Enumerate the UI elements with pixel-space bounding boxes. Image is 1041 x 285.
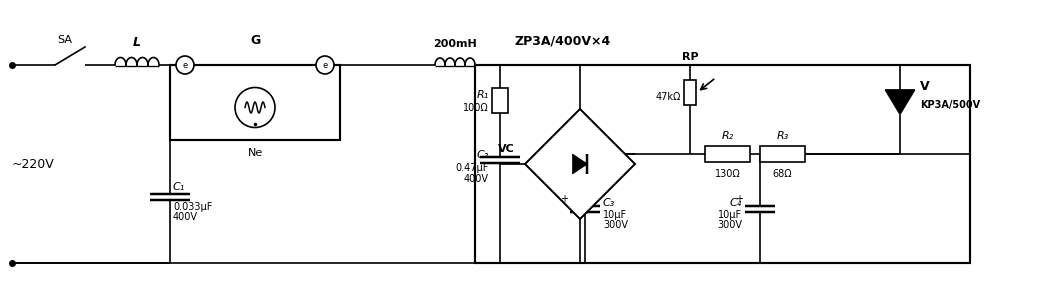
Text: R₃: R₃ — [777, 131, 789, 141]
Text: C₄: C₄ — [730, 198, 742, 209]
Text: SA: SA — [57, 35, 73, 45]
Text: VC: VC — [499, 144, 515, 154]
Text: V: V — [920, 80, 930, 93]
Text: RP: RP — [682, 52, 699, 62]
Text: KP3A/500V: KP3A/500V — [920, 100, 981, 110]
Text: 10μF: 10μF — [718, 209, 742, 219]
Polygon shape — [573, 154, 587, 174]
Text: R₂: R₂ — [721, 131, 734, 141]
Text: 47kΩ: 47kΩ — [656, 93, 681, 103]
Text: R₁: R₁ — [477, 90, 489, 100]
Text: L: L — [133, 36, 141, 49]
Text: 130Ω: 130Ω — [714, 169, 740, 179]
Bar — [170, 65, 340, 140]
Text: 400V: 400V — [464, 174, 489, 184]
Bar — [705, 146, 750, 162]
Text: e: e — [323, 60, 328, 70]
Text: ~220V: ~220V — [12, 158, 55, 170]
Polygon shape — [525, 109, 635, 219]
Text: 100Ω: 100Ω — [463, 103, 489, 113]
Text: ZP3A/400V×4: ZP3A/400V×4 — [515, 34, 611, 47]
Text: G: G — [250, 34, 260, 47]
Text: 10μF: 10μF — [603, 209, 627, 219]
Text: 0.033μF: 0.033μF — [173, 201, 212, 211]
Bar — [760, 146, 805, 162]
Circle shape — [316, 56, 334, 74]
Text: +: + — [735, 194, 743, 203]
Circle shape — [176, 56, 194, 74]
Bar — [475, 65, 970, 263]
Bar — [684, 80, 696, 105]
Circle shape — [235, 87, 275, 127]
Text: +: + — [560, 194, 568, 203]
Polygon shape — [885, 90, 915, 115]
Text: e: e — [182, 60, 187, 70]
Text: 0.47μF: 0.47μF — [456, 163, 489, 173]
Text: 300V: 300V — [603, 221, 628, 231]
Text: C₁: C₁ — [173, 182, 185, 192]
Text: 200mH: 200mH — [433, 39, 477, 49]
Text: Ne: Ne — [248, 148, 262, 158]
Bar — [492, 87, 508, 113]
Text: 400V: 400V — [173, 213, 198, 223]
Text: C₃: C₃ — [603, 198, 615, 209]
Text: 68Ω: 68Ω — [772, 169, 792, 179]
Text: 300V: 300V — [717, 221, 742, 231]
Text: C₂: C₂ — [477, 150, 489, 160]
